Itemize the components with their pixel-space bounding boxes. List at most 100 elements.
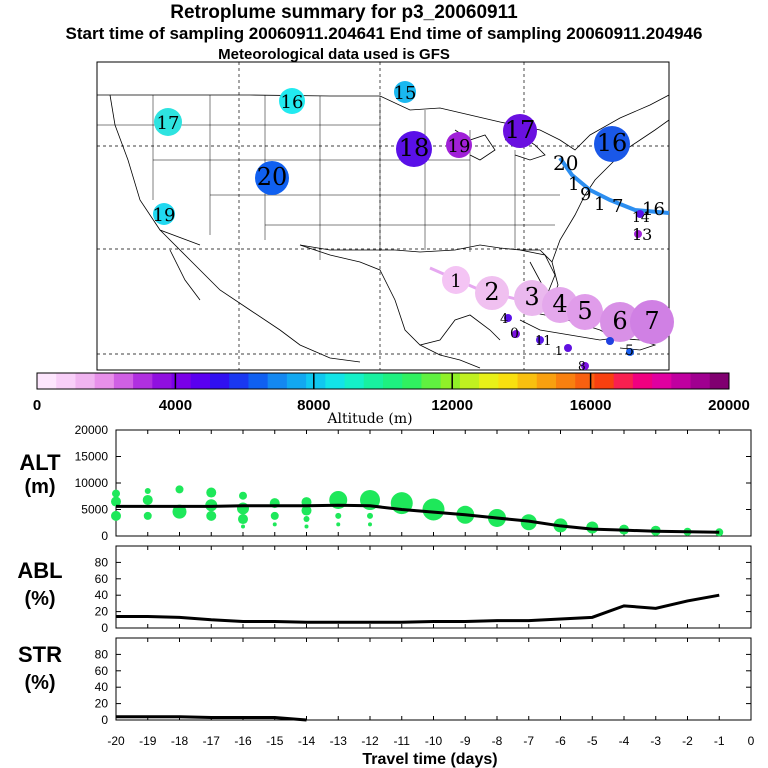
alt-point [304, 524, 309, 529]
alt-point [272, 522, 277, 527]
map-point [514, 280, 550, 316]
alt-point [206, 487, 217, 498]
x-tick-label: -20 [107, 734, 125, 748]
map-point [154, 108, 182, 136]
x-tick-label: -7 [523, 734, 534, 748]
map-point-label: 15 [394, 83, 417, 104]
alt-point [303, 516, 310, 523]
colorbar-swatch [517, 373, 538, 389]
alt-point [241, 524, 245, 529]
y-tick-label: 20000 [75, 423, 109, 437]
map-marker [636, 210, 644, 218]
map-point-label: 16 [281, 92, 304, 113]
svg-text:20: 20 [553, 151, 578, 175]
alt-point [422, 498, 445, 521]
y-tick-label: 40 [95, 680, 109, 694]
map-point [442, 266, 470, 294]
map-point [503, 114, 537, 148]
map-point-label: 7 [644, 307, 659, 335]
y-tick-label: 0 [101, 529, 108, 543]
x-tick-label: -3 [650, 734, 661, 748]
map-point [153, 203, 175, 225]
colorbar-swatch [652, 373, 672, 389]
map-marker [512, 330, 520, 338]
map-marker [536, 336, 544, 344]
altitude-colorbar [36, 372, 730, 390]
map-point-label: 5 [577, 297, 592, 325]
colorbar-swatch [440, 373, 461, 389]
colorbar-swatch [536, 373, 557, 389]
map-point-label: 20 [257, 163, 288, 191]
y-tick-label: 80 [95, 647, 109, 661]
met-data-note: Meteorological data used is GFS [218, 46, 450, 63]
colorbar-swatch [632, 373, 653, 389]
colorbar-swatch [267, 373, 288, 389]
x-tick-label: -15 [266, 734, 284, 748]
alt-point [335, 512, 342, 519]
colorbar-swatch [363, 373, 384, 389]
map-marker [606, 337, 614, 345]
series-line [116, 593, 720, 624]
colorbar-swatch [190, 373, 211, 389]
svg-text:13: 13 [632, 225, 652, 244]
x-tick-label: 0 [748, 734, 755, 748]
panel-frame [115, 545, 752, 629]
colorbar-swatch [229, 373, 249, 389]
map-point [255, 161, 289, 195]
map-point-label: 19 [153, 205, 176, 226]
map-cluster-labels: 20 1 9 1 7 16 13 14 4 0 11 1 8 5 [500, 151, 665, 373]
x-tick-label: -19 [139, 734, 157, 748]
map-point [279, 88, 305, 114]
map-point [600, 302, 640, 342]
panel-ylabel-unit: (%) [24, 588, 55, 610]
map-marker [634, 230, 642, 238]
x-tick-label: -8 [492, 734, 503, 748]
colorbar-swatch [210, 373, 230, 389]
alt-point [237, 502, 249, 515]
map-point-label: 19 [448, 136, 471, 157]
colorbar-swatch [556, 373, 576, 389]
map-point [594, 126, 630, 162]
x-tick-label: -16 [234, 734, 252, 748]
colorbar-swatch [613, 373, 634, 389]
map-point-label: 2 [484, 278, 499, 306]
svg-text:0: 0 [510, 326, 519, 342]
x-tick-label: -13 [330, 734, 348, 748]
x-axis-label: Travel time (days) [362, 751, 497, 768]
svg-text:5: 5 [625, 343, 634, 359]
alt-point [368, 522, 372, 527]
alt-point [206, 510, 217, 521]
y-tick-label: 80 [95, 555, 109, 569]
x-tick-label: -12 [361, 734, 379, 748]
colorbar-swatch [152, 373, 173, 389]
y-tick-label: 60 [95, 664, 109, 678]
x-tick-label: -5 [587, 734, 598, 748]
map-marker [504, 314, 512, 322]
map-marker [564, 344, 572, 352]
map-coastlines [97, 94, 670, 369]
alt-point [301, 505, 312, 516]
map-marker [581, 362, 589, 370]
colorbar-swatch [383, 373, 403, 389]
colorbar-swatch [594, 373, 615, 389]
panel-frame [115, 637, 752, 721]
y-tick-label: 0 [101, 621, 108, 635]
colorbar-swatch [690, 373, 711, 389]
colorbar-swatch [709, 373, 730, 389]
map-point [567, 294, 603, 330]
map-point-label: 17 [157, 113, 180, 134]
alt-point [111, 496, 121, 507]
map-point [394, 81, 416, 103]
time-series-panels: ALT(m)20000150001000050000ABL(%)80604020… [17, 423, 754, 768]
map-point [630, 300, 674, 344]
colorbar-swatch [575, 373, 595, 389]
svg-text:16: 16 [642, 199, 665, 220]
svg-text:4: 4 [500, 312, 508, 327]
panel-abl: ABL (%) 80 60 40 20 0 [17, 545, 752, 635]
x-tick-label: -14 [298, 734, 316, 748]
colorbar-swatch [421, 373, 442, 389]
colorbar-swatch [248, 373, 269, 389]
colorbar-swatch [94, 373, 115, 389]
